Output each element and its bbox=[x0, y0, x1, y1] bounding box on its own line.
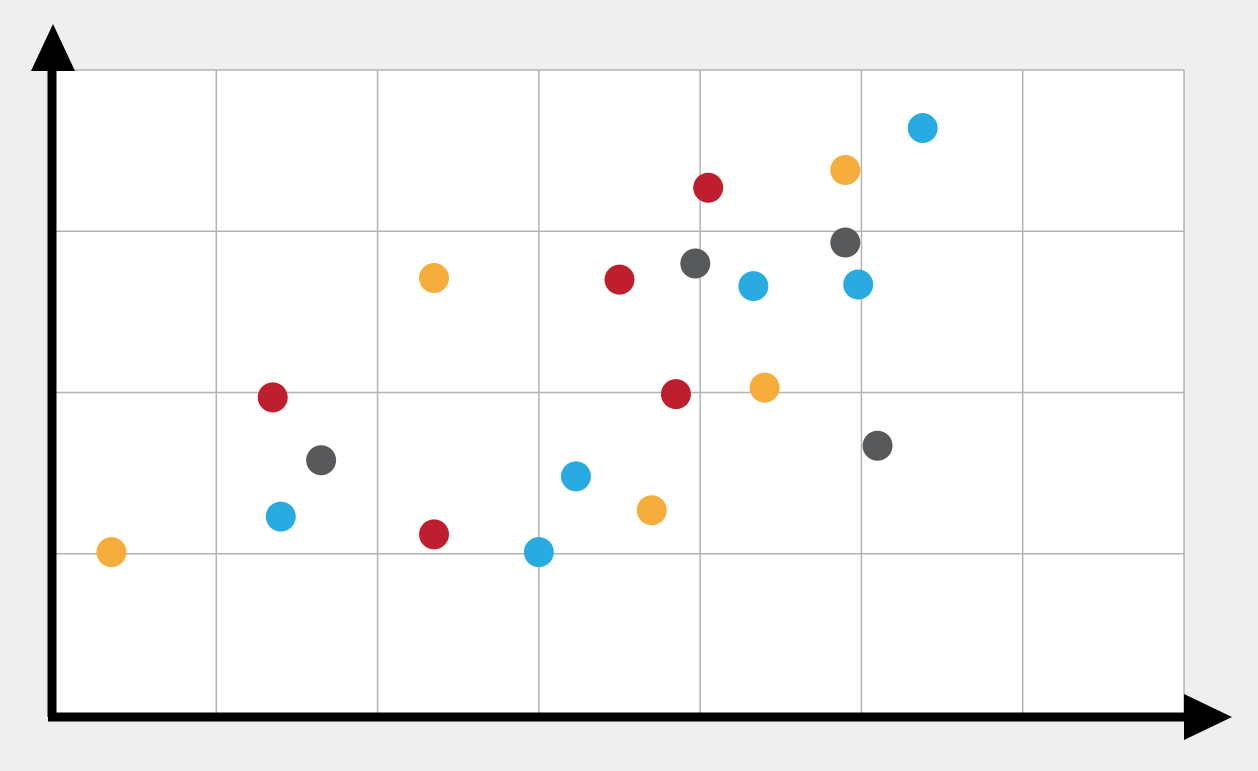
data-point bbox=[830, 154, 861, 185]
data-point bbox=[419, 263, 450, 294]
data-point bbox=[419, 519, 450, 550]
data-point bbox=[738, 271, 769, 302]
data-points bbox=[96, 113, 938, 568]
y-axis-arrowhead bbox=[31, 24, 75, 71]
grid bbox=[55, 69, 1185, 715]
data-point bbox=[257, 382, 288, 413]
data-point bbox=[862, 430, 893, 461]
data-point bbox=[636, 495, 667, 526]
data-point bbox=[660, 379, 691, 410]
data-point bbox=[830, 227, 861, 258]
data-point bbox=[265, 501, 296, 532]
data-point bbox=[693, 172, 724, 203]
data-point bbox=[560, 461, 591, 492]
data-point bbox=[604, 264, 635, 295]
data-point bbox=[749, 372, 780, 403]
data-point bbox=[843, 269, 874, 300]
data-point bbox=[680, 248, 711, 279]
data-point bbox=[523, 537, 554, 568]
data-point bbox=[96, 537, 127, 568]
axes bbox=[31, 24, 1232, 740]
data-point bbox=[306, 445, 337, 476]
x-axis-arrowhead bbox=[1184, 694, 1232, 740]
data-point bbox=[907, 113, 938, 144]
